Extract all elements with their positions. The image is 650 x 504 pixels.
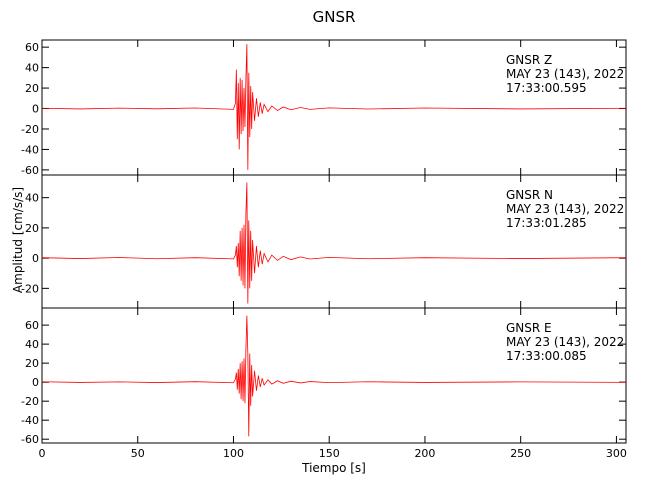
panel-frame	[41, 307, 627, 444]
y-tick-label: 40	[25, 62, 39, 75]
y-tick-label: 40	[25, 338, 39, 351]
x-tick-label: 300	[606, 447, 627, 460]
panel-annotation: GNSR E	[506, 321, 552, 335]
y-tick-label: -20	[21, 123, 39, 136]
panel-annotation: MAY 23 (143), 2022	[506, 335, 624, 349]
panel-annotation: 17:33:01.285	[506, 216, 587, 230]
panel-annotation: MAY 23 (143), 2022	[506, 202, 624, 216]
y-tick-label: -60	[21, 433, 39, 446]
x-tick-label: 0	[39, 447, 46, 460]
x-tick-label: 50	[131, 447, 145, 460]
y-tick-label: -20	[21, 395, 39, 408]
y-axis-label: Amplitud [cm/s/s]	[11, 187, 25, 293]
panel-annotation: 17:33:00.085	[506, 349, 587, 363]
panel-annotation: GNSR Z	[506, 53, 552, 67]
x-tick-label: 150	[319, 447, 340, 460]
y-tick-label: 0	[32, 103, 39, 116]
y-tick-label: 40	[25, 192, 39, 205]
y-tick-label: -40	[21, 414, 39, 427]
chart-title: GNSR	[313, 8, 356, 26]
x-tick-label: 200	[414, 447, 435, 460]
y-tick-label: 60	[25, 319, 39, 332]
y-tick-label: -20	[21, 282, 39, 295]
panel-annotation: GNSR N	[506, 188, 553, 202]
x-axis-label: Tiempo [s]	[301, 461, 366, 475]
waveform	[41, 182, 627, 304]
y-tick-label: 0	[32, 252, 39, 265]
y-tick-label: -60	[21, 164, 39, 177]
waveform	[41, 315, 627, 437]
x-tick-label: 100	[223, 447, 244, 460]
y-tick-label: -40	[21, 143, 39, 156]
y-tick-label: 20	[25, 222, 39, 235]
panel-annotation: MAY 23 (143), 2022	[506, 67, 624, 81]
y-tick-label: 20	[25, 82, 39, 95]
panel-annotation: 17:33:00.595	[506, 81, 587, 95]
y-tick-label: 0	[32, 376, 39, 389]
y-tick-label: 20	[25, 357, 39, 370]
x-tick-label: 250	[510, 447, 531, 460]
waveform	[41, 44, 627, 170]
y-tick-label: 60	[25, 41, 39, 54]
